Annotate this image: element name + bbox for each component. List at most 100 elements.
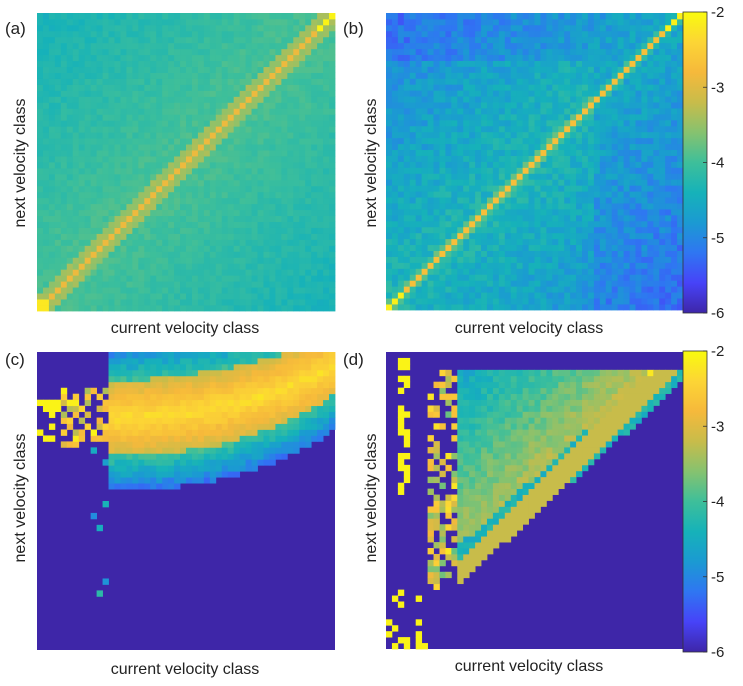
heatmap-cell	[647, 173, 654, 180]
heatmap-cell	[96, 144, 103, 151]
heatmap-cell	[287, 156, 294, 163]
heatmap-cell	[42, 287, 50, 294]
heatmap-cell	[245, 203, 252, 211]
heatmap-cell	[641, 131, 648, 139]
heatmap-cell	[108, 209, 115, 217]
heatmap-cell	[457, 155, 464, 162]
heatmap-cell	[60, 257, 68, 264]
heatmap-cell	[245, 132, 252, 139]
heatmap-cell	[534, 13, 541, 20]
heatmap-cell	[90, 251, 97, 258]
heatmap-cell	[275, 173, 282, 181]
heatmap-cell	[263, 30, 270, 38]
heatmap-cell	[439, 268, 446, 275]
heatmap-cell	[647, 185, 654, 192]
heatmap-cell	[611, 250, 619, 257]
heatmap-cell	[587, 78, 595, 85]
heatmap-cell	[504, 113, 512, 121]
heatmap-cell	[317, 305, 324, 312]
heatmap-cell	[611, 108, 619, 115]
heatmap-cell	[475, 220, 482, 228]
heatmap-cell	[102, 156, 109, 163]
heatmap-cell	[623, 30, 630, 38]
heatmap-cell	[611, 238, 619, 246]
heatmap-cell	[108, 299, 115, 306]
heatmap-cell	[498, 256, 506, 263]
heatmap-cell	[215, 54, 223, 62]
heatmap-cell	[239, 132, 246, 139]
heatmap-cell	[239, 239, 246, 246]
heatmap-cell	[66, 96, 74, 103]
heatmap-cell	[114, 144, 121, 151]
heatmap-cell	[386, 72, 393, 79]
heatmap-cell	[329, 162, 336, 169]
heatmap-cell	[475, 18, 482, 26]
heatmap-cell	[451, 137, 458, 145]
heatmap-cell	[540, 24, 547, 32]
heatmap-cell	[90, 90, 97, 97]
heatmap-cell	[576, 286, 583, 293]
heatmap-cell	[582, 90, 589, 97]
heatmap-cell	[635, 209, 642, 216]
heatmap-cell	[168, 120, 175, 127]
heatmap-cell	[391, 286, 399, 293]
heatmap-cell	[582, 137, 589, 145]
heatmap-cell	[209, 66, 217, 73]
heatmap-cell	[174, 96, 181, 103]
heatmap-cell	[191, 126, 199, 133]
heatmap-cell	[546, 18, 553, 26]
heatmap-cell	[323, 24, 330, 32]
heatmap-cell	[635, 113, 642, 121]
heatmap-cell	[239, 245, 246, 252]
heatmap-cell	[659, 250, 666, 257]
heatmap-cell	[457, 244, 464, 251]
heatmap-cell	[451, 214, 458, 222]
heatmap-cell	[427, 179, 434, 186]
heatmap-cell	[469, 30, 476, 38]
heatmap-cell	[186, 42, 193, 50]
heatmap-cell	[144, 90, 151, 97]
heatmap-cell	[317, 78, 324, 85]
heatmap-cell	[144, 197, 151, 205]
heatmap-cell	[323, 114, 330, 121]
heatmap-cell	[251, 197, 258, 205]
heatmap-cell	[48, 30, 56, 38]
heatmap-cell	[197, 60, 205, 68]
heatmap-cell	[162, 108, 169, 115]
heatmap-cell	[611, 220, 619, 228]
heatmap-cell	[37, 173, 44, 181]
heatmap-cell	[653, 36, 660, 44]
heatmap-cell	[386, 42, 393, 50]
heatmap-cell	[403, 30, 411, 38]
heatmap-cell	[186, 185, 193, 193]
heatmap-cell	[540, 220, 547, 228]
heatmap-cell	[66, 30, 74, 38]
heatmap-cell	[677, 304, 684, 311]
heatmap-cell	[239, 108, 246, 115]
heatmap-cell	[617, 78, 624, 85]
heatmap-cell	[659, 185, 666, 192]
heatmap-cell	[623, 13, 630, 20]
heatmap-cell	[457, 72, 464, 79]
heatmap-cell	[386, 274, 393, 281]
heatmap-cell	[391, 42, 399, 50]
heatmap-cell	[90, 120, 97, 127]
heatmap-cell	[433, 108, 440, 115]
heatmap-cell	[629, 298, 636, 305]
heatmap-cell	[677, 280, 684, 287]
heatmap-cell	[445, 24, 452, 32]
heatmap-cell	[391, 143, 399, 151]
heatmap-cell	[156, 227, 163, 234]
heatmap-cell	[60, 78, 68, 85]
heatmap-cell	[156, 221, 163, 228]
heatmap-cell	[287, 251, 294, 258]
heatmap-cell	[293, 203, 300, 211]
heatmap-cell	[144, 18, 151, 26]
heatmap-cell	[186, 18, 193, 26]
heatmap-cell	[516, 125, 524, 133]
heatmap-cell	[475, 108, 482, 115]
heatmap-cell	[245, 173, 252, 181]
heatmap-cell	[582, 42, 589, 50]
heatmap-cell	[48, 13, 56, 20]
heatmap-cell	[510, 131, 518, 139]
